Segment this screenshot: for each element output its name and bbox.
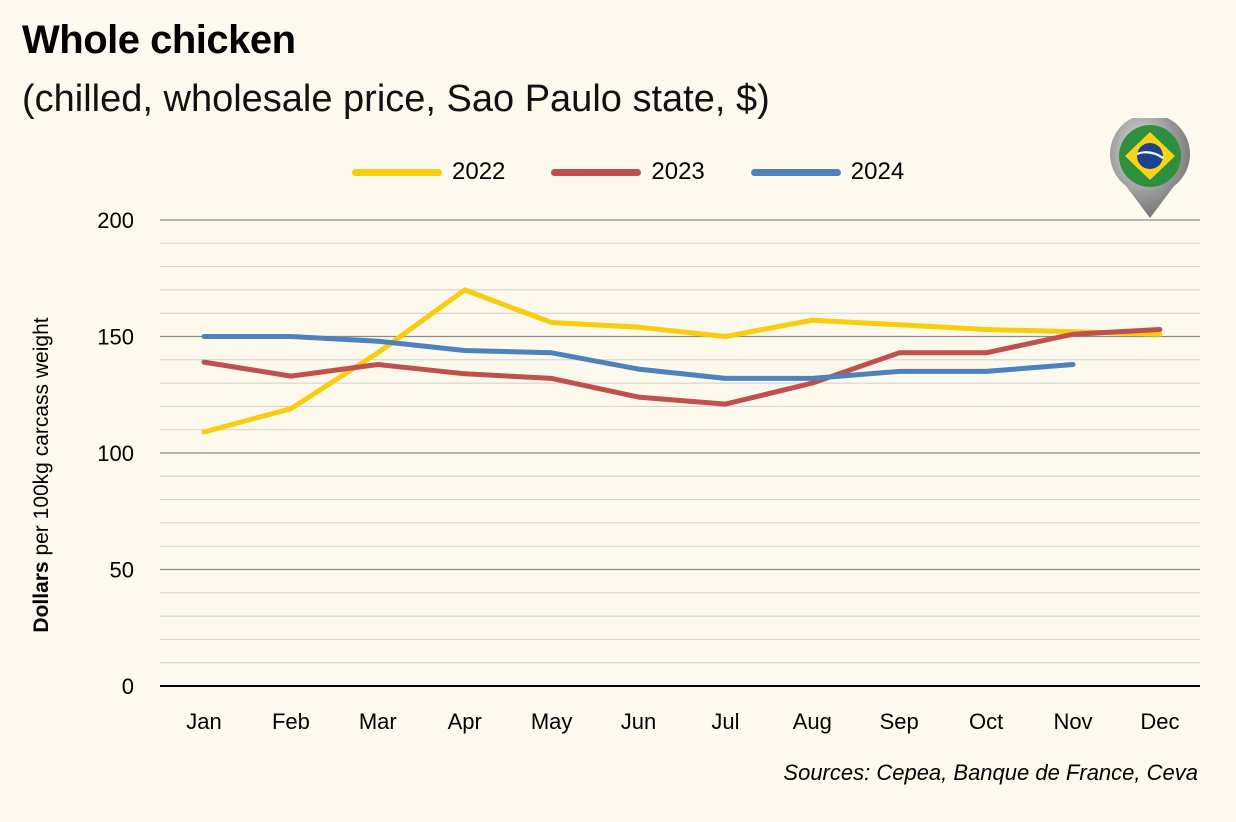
x-tick-label: Jul [711,709,739,734]
legend-item-2023: 2023 [551,158,705,186]
legend-label-2022: 2022 [452,158,506,185]
x-tick-label: Feb [272,709,310,734]
legend-item-2024: 2024 [750,158,905,186]
x-tick-label: Apr [448,709,482,734]
x-tick-label: Dec [1140,709,1179,734]
legend-swatch-2023 [551,168,642,176]
y-tick-labels: 0 50 100 150 200 [97,208,134,699]
x-tick-label: Jan [186,709,221,734]
chart-subtitle: (chilled, wholesale price, Sao Paulo sta… [22,78,770,120]
x-tick-label: May [531,709,573,734]
legend-label-2023: 2023 [651,158,705,185]
x-tick-labels: Jan Feb Mar Apr May Jun Jul Aug Sep Oct Nov Dec [186,709,1179,734]
x-tick-label: Sep [880,709,919,734]
x-tick-label: Jun [621,709,656,734]
x-tick-label: Aug [793,709,832,734]
legend-swatch-2022 [352,168,442,176]
grid-lines [160,219,1200,687]
y-tick-label: 150 [97,325,134,350]
legend-swatch-2024 [750,168,841,176]
legend-item-2022: 2022 [352,158,505,186]
y-tick-label: 100 [97,441,134,466]
y-tick-label: 200 [97,208,134,233]
y-tick-label: 0 [122,674,134,699]
y-tick-label: 50 [110,558,134,583]
brazil-flag-pin-icon [1106,114,1194,227]
series-line-2024 [201,334,1076,381]
x-tick-label: Oct [969,709,1003,734]
x-tick-label: Mar [359,709,397,734]
series-line-2022 [201,287,1163,435]
x-tick-label: Nov [1053,709,1092,734]
legend: 2022 2023 2024 [352,158,904,186]
source-note: Sources: Cepea, Banque de France, Ceva [783,760,1198,785]
series-line-2023 [201,327,1163,407]
series-lines [201,287,1163,435]
chart-title: Whole chicken [22,18,296,62]
legend-label-2024: 2024 [850,158,905,185]
